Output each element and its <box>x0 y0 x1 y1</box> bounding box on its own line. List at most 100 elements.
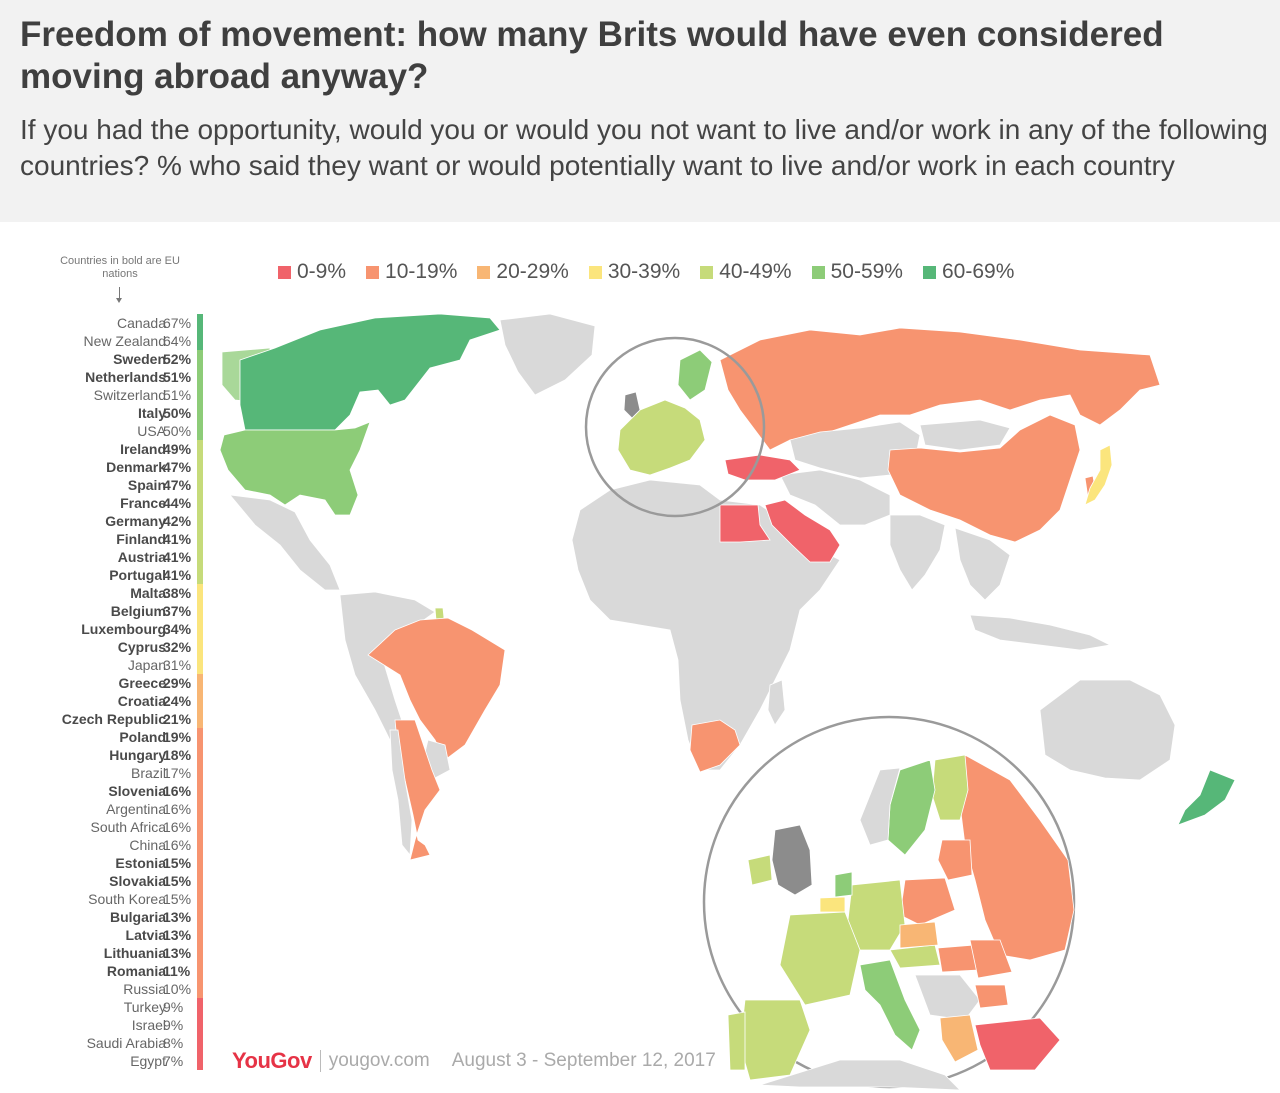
country-value: 32% <box>163 639 192 655</box>
country-value: 17% <box>163 765 192 781</box>
color-band <box>197 638 203 656</box>
color-band <box>197 764 203 782</box>
country-ranking-list: Canada 67% New Zealand 64% Sweden 52% Netherla… <box>20 314 230 1070</box>
country-value: 16% <box>163 801 192 817</box>
mexico-shape <box>229 494 341 591</box>
country-value: 7% <box>163 1053 184 1069</box>
ranking-row: Slovakia 15% <box>20 872 230 890</box>
country-name: Austria <box>117 549 166 565</box>
country-value: 9% <box>163 1017 184 1033</box>
ranking-row: South Africa 16% <box>20 818 230 836</box>
legend-label: 40-49% <box>719 260 792 283</box>
chart-title: Freedom of movement: how many Brits woul… <box>20 15 1164 96</box>
color-band <box>197 1052 203 1070</box>
legend-item: 50-59% <box>811 260 903 284</box>
inset-italy-shape <box>859 959 921 1051</box>
country-value: 41% <box>163 549 192 565</box>
country-name: Japan <box>127 657 166 673</box>
ranking-row: Finland 41% <box>20 530 230 548</box>
inset-ireland-shape <box>747 854 773 886</box>
color-band <box>197 818 203 836</box>
ranking-row: Spain 47% <box>20 476 230 494</box>
ranking-row: Hungary 18% <box>20 746 230 764</box>
country-name: Bulgaria <box>109 909 166 925</box>
inset-netherlands-shape <box>834 871 853 898</box>
color-band <box>197 332 203 350</box>
color-band <box>197 386 203 404</box>
country-name: Netherlands <box>85 369 166 385</box>
inset-france-shape <box>779 911 861 1006</box>
ranking-row: Croatia 24% <box>20 692 230 710</box>
ranking-row: Israel 9% <box>20 1016 230 1034</box>
country-value: 34% <box>163 621 192 637</box>
eu-note: Countries in bold are EU nations <box>60 255 180 280</box>
inset-baltics-shape <box>937 839 973 881</box>
color-band <box>197 728 203 746</box>
country-value: 42% <box>163 513 192 529</box>
color-band <box>197 746 203 764</box>
country-value: 13% <box>163 945 192 961</box>
country-value: 18% <box>163 747 192 763</box>
country-name: Switzerland <box>93 387 166 403</box>
country-name: Portugal <box>109 567 166 583</box>
europe-inset-group <box>727 754 1075 1090</box>
ranking-row: China 16% <box>20 836 230 854</box>
color-band <box>197 926 203 944</box>
color-band <box>197 872 203 890</box>
country-value: 10% <box>163 981 192 997</box>
legend-swatch <box>366 265 380 279</box>
color-band <box>197 836 203 854</box>
turkey-shape <box>724 454 801 481</box>
yougov-logo: YouGov <box>232 1048 312 1073</box>
country-name: China <box>129 837 166 853</box>
inset-balkans-shape <box>914 974 981 1021</box>
australia-shape <box>1039 679 1176 781</box>
ranking-row: Czech Republic 21% <box>20 710 230 728</box>
color-band <box>197 800 203 818</box>
color-band <box>197 998 203 1016</box>
country-name: Russia <box>123 981 166 997</box>
world-map <box>219 313 1236 1090</box>
color-band <box>197 944 203 962</box>
arrow-tip-icon <box>116 298 122 303</box>
country-value: 41% <box>163 567 192 583</box>
inset-czech-shape <box>899 921 939 949</box>
ranking-row: Austria 41% <box>20 548 230 566</box>
country-value: 47% <box>163 477 192 493</box>
country-name: Denmark <box>106 459 166 475</box>
ranking-row: Saudi Arabia 8% <box>20 1034 230 1052</box>
ranking-row: Brazil 17% <box>20 764 230 782</box>
canada-shape <box>239 313 501 431</box>
country-name: Egypt <box>130 1053 166 1069</box>
southeast-asia-shape <box>954 527 1011 601</box>
country-value: 50% <box>163 405 192 421</box>
greenland-shape <box>499 313 596 396</box>
china-shape <box>887 414 1081 543</box>
country-name: France <box>120 495 166 511</box>
country-value: 8% <box>163 1035 184 1051</box>
country-value: 15% <box>163 891 192 907</box>
legend-label: 10-19% <box>385 260 458 283</box>
legend-label: 50-59% <box>830 260 903 283</box>
africa-shape <box>571 479 841 771</box>
header-panel: Freedom of movement: how many Brits woul… <box>0 0 1280 222</box>
footer: YouGov yougov.com August 3 - September 1… <box>232 1046 716 1076</box>
color-band <box>197 494 203 512</box>
country-name: Turkey <box>123 999 166 1015</box>
color-band <box>197 1016 203 1034</box>
ranking-row: Estonia 15% <box>20 854 230 872</box>
color-band <box>197 584 203 602</box>
country-name: Latvia <box>125 927 166 943</box>
inset-greece-shape <box>939 1014 979 1063</box>
middle-east-shape <box>779 469 891 526</box>
color-band <box>197 890 203 908</box>
country-value: 9% <box>163 999 184 1015</box>
country-value: 47% <box>163 459 192 475</box>
country-value: 49% <box>163 441 192 457</box>
ranking-row: South Korea 15% <box>20 890 230 908</box>
country-value: 19% <box>163 729 192 745</box>
ranking-row: Slovenia 16% <box>20 782 230 800</box>
south-africa-shape <box>689 719 741 773</box>
ranking-row: Portugal 41% <box>20 566 230 584</box>
footer-site: yougov.com <box>328 1050 430 1071</box>
